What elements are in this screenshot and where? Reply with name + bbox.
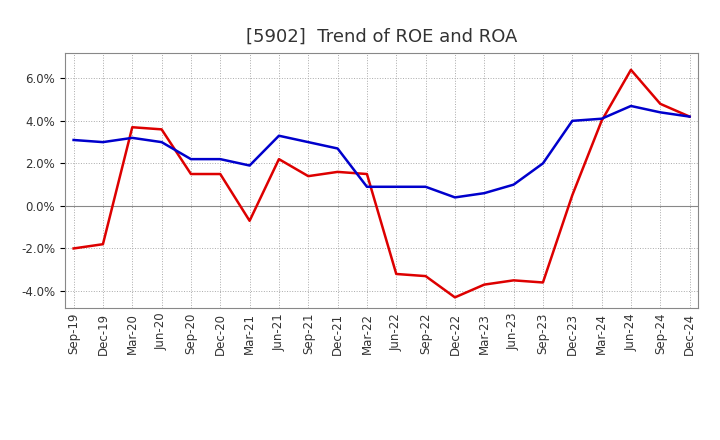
ROA: [216, 157, 225, 162]
ROA: [69, 137, 78, 143]
ROA: [480, 191, 489, 196]
ROA: [99, 139, 107, 145]
Title: [5902]  Trend of ROE and ROA: [5902] Trend of ROE and ROA: [246, 28, 517, 46]
ROA: [568, 118, 577, 124]
ROE: [421, 273, 430, 279]
ROA: [451, 195, 459, 200]
ROA: [685, 114, 694, 119]
ROA: [304, 139, 312, 145]
ROA: [392, 184, 400, 189]
ROE: [186, 171, 195, 176]
ROE: [274, 157, 283, 162]
ROA: [509, 182, 518, 187]
ROE: [539, 280, 547, 285]
ROE: [568, 193, 577, 198]
ROA: [363, 184, 372, 189]
ROE: [656, 101, 665, 106]
ROE: [157, 127, 166, 132]
ROE: [685, 114, 694, 119]
ROA: [421, 184, 430, 189]
ROA: [539, 161, 547, 166]
Line: ROE: ROE: [73, 70, 690, 297]
ROE: [69, 246, 78, 251]
ROA: [333, 146, 342, 151]
ROE: [99, 242, 107, 247]
ROE: [598, 118, 606, 124]
ROA: [656, 110, 665, 115]
ROE: [392, 271, 400, 277]
ROA: [274, 133, 283, 139]
ROE: [246, 218, 254, 224]
ROE: [216, 171, 225, 176]
ROA: [186, 157, 195, 162]
ROE: [509, 278, 518, 283]
ROE: [451, 295, 459, 300]
ROE: [128, 125, 137, 130]
Line: ROA: ROA: [73, 106, 690, 198]
ROE: [333, 169, 342, 175]
ROA: [128, 135, 137, 140]
ROA: [598, 116, 606, 121]
ROE: [480, 282, 489, 287]
ROA: [626, 103, 635, 109]
ROE: [363, 171, 372, 176]
ROA: [246, 163, 254, 168]
ROE: [626, 67, 635, 73]
ROE: [304, 173, 312, 179]
ROA: [157, 139, 166, 145]
